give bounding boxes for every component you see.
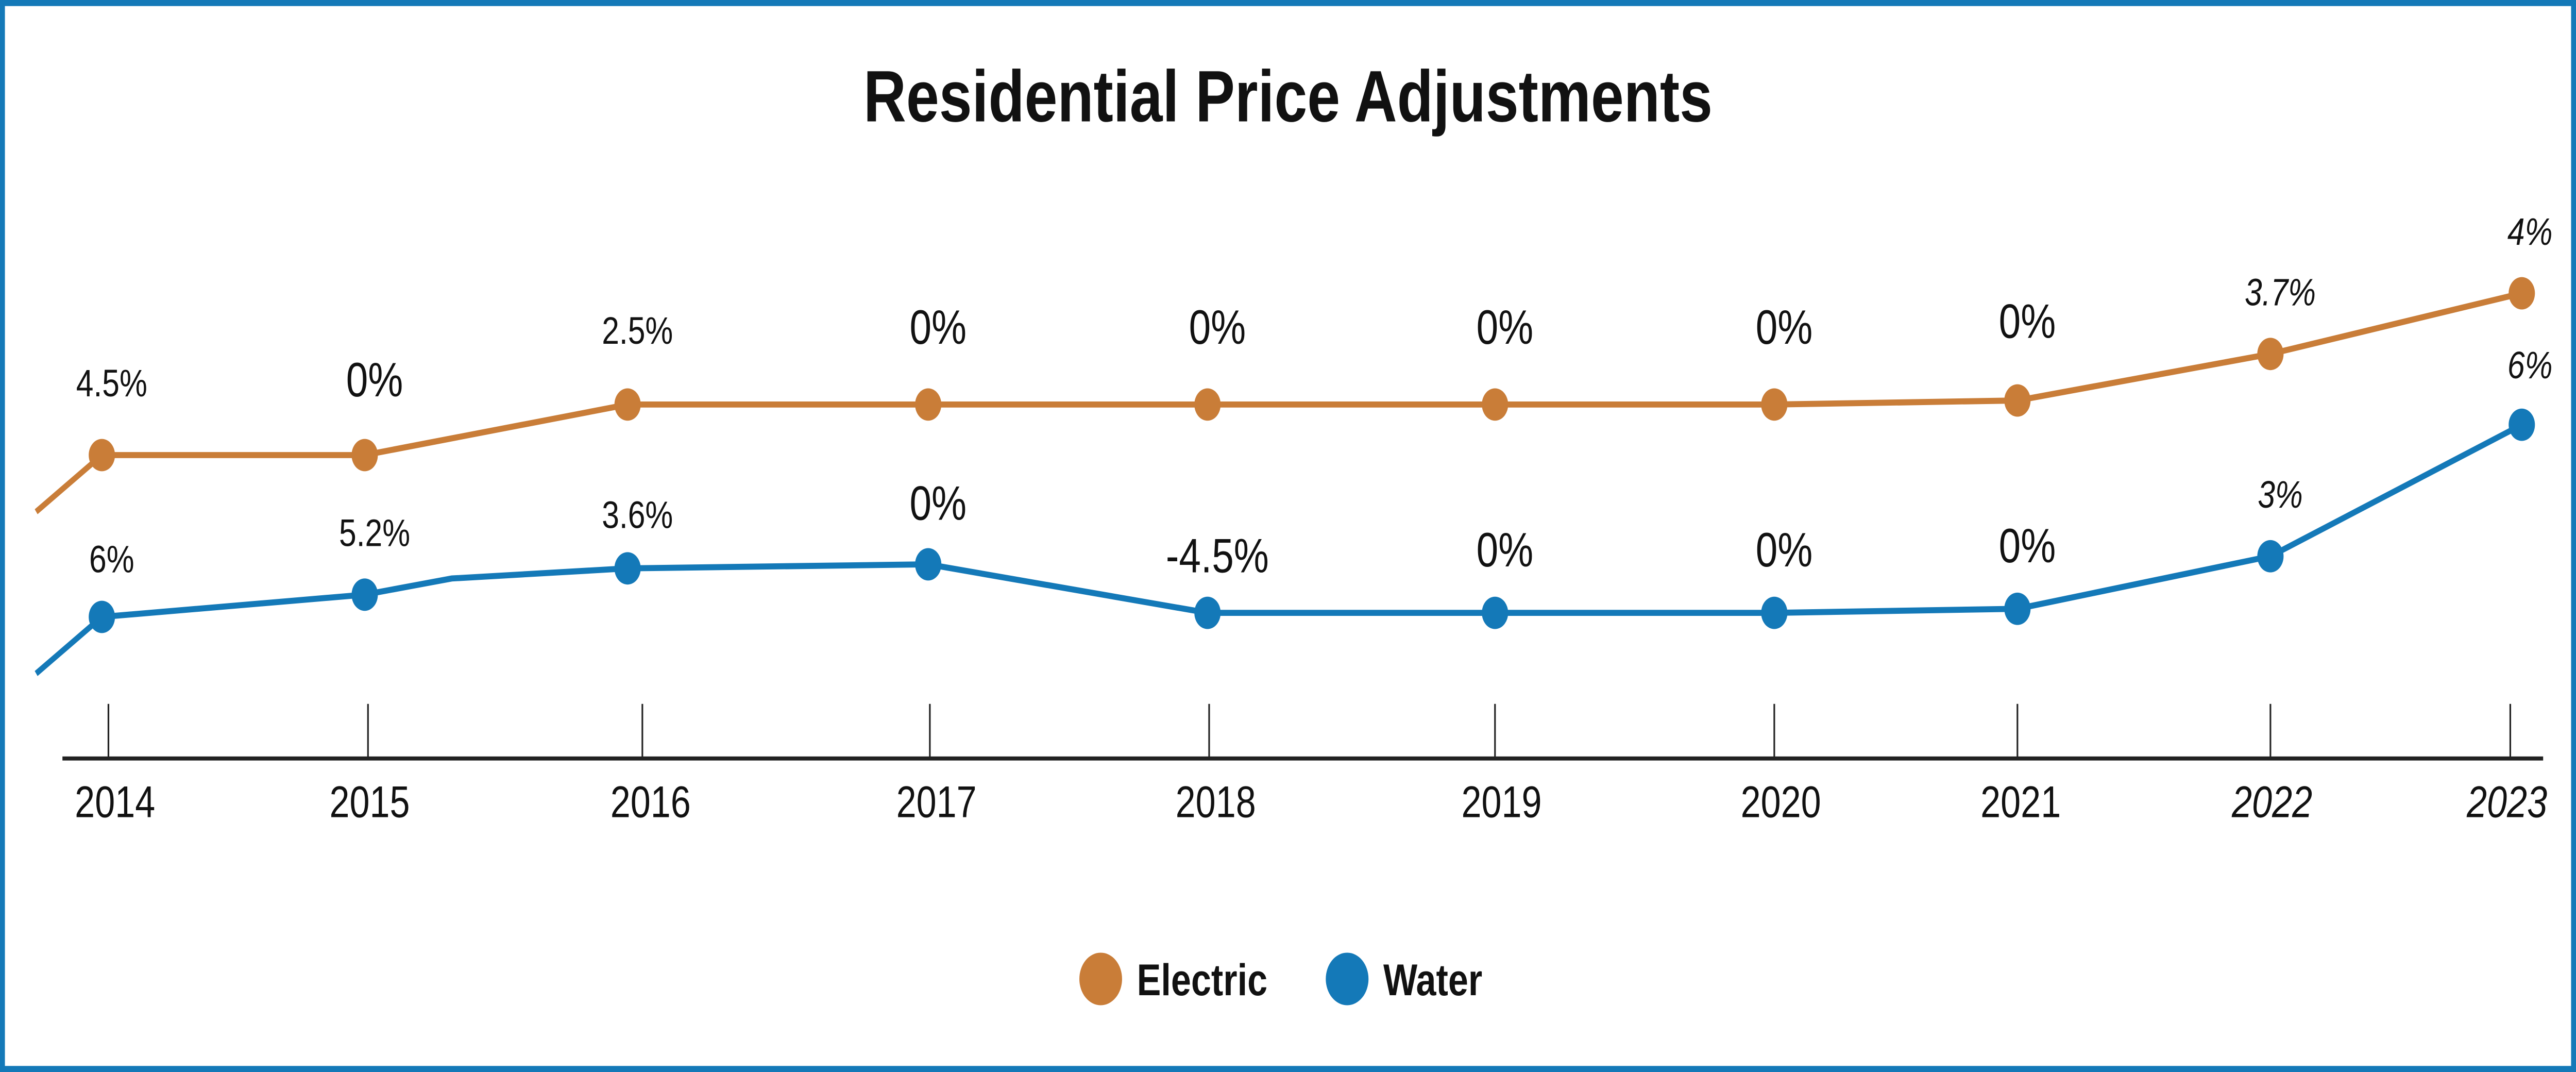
data-label-electric: 3.7% <box>2245 272 2316 314</box>
x-tick-label: 2018 <box>1176 777 1256 827</box>
data-point-electric <box>1761 388 1788 421</box>
data-label-water: 0% <box>1477 523 1534 577</box>
data-label-water: -4.5% <box>1166 529 1269 583</box>
data-label-electric: 4% <box>2507 211 2553 253</box>
legend-marker-electric <box>1079 952 1122 1006</box>
data-label-electric: 4.5% <box>76 362 147 405</box>
data-label-water: 6% <box>89 539 134 581</box>
data-label-water: 0% <box>1999 519 2056 573</box>
data-point-electric <box>89 439 115 472</box>
data-point-water <box>2509 408 2535 441</box>
data-point-electric <box>614 388 641 421</box>
x-tick-label: 2022 <box>2231 777 2312 827</box>
data-point-electric <box>2257 338 2284 371</box>
data-point-water <box>1761 596 1788 629</box>
x-tick-label: 2019 <box>1462 777 1542 827</box>
data-label-electric: 0% <box>1189 300 1246 355</box>
data-label-electric: 0% <box>909 300 967 355</box>
data-point-water <box>614 552 641 585</box>
x-tick-label: 2017 <box>896 777 977 827</box>
data-point-electric <box>1194 388 1221 421</box>
data-point-electric <box>2509 277 2535 310</box>
data-point-electric <box>351 439 378 472</box>
data-point-water <box>1482 596 1509 629</box>
data-point-water <box>1194 596 1221 629</box>
data-point-electric <box>915 388 942 421</box>
data-point-water <box>89 600 115 633</box>
data-point-electric <box>1482 388 1509 421</box>
data-label-water: 6% <box>2507 344 2553 387</box>
x-tick-label: 2016 <box>611 777 691 827</box>
data-point-water <box>351 578 378 611</box>
x-tick-label: 2023 <box>2466 777 2547 827</box>
data-point-water <box>2004 592 2031 625</box>
legend-label-water: Water <box>1383 955 1482 1005</box>
legend: Electric Water <box>1079 952 1482 1006</box>
chart-title: Residential Price Adjustments <box>863 56 1713 137</box>
data-label-water: 0% <box>909 476 967 530</box>
x-tick-label: 2014 <box>75 777 155 827</box>
data-label-water: 3% <box>2258 474 2303 516</box>
data-label-water: 3.6% <box>602 494 673 536</box>
data-label-electric: 0% <box>1477 300 1534 355</box>
data-label-water: 0% <box>1756 523 1813 577</box>
data-label-electric: 0% <box>1756 300 1813 355</box>
x-tick-label: 2021 <box>1980 777 2061 827</box>
data-label-water: 5.2% <box>339 512 410 555</box>
legend-marker-water <box>1326 952 1369 1006</box>
x-tick-label: 2020 <box>1741 777 1821 827</box>
series-line-water <box>35 422 2523 676</box>
data-label-electric: 0% <box>346 353 403 407</box>
data-point-water <box>2257 540 2284 573</box>
data-label-electric: 0% <box>1999 294 2056 348</box>
data-point-water <box>915 548 942 581</box>
data-label-electric: 2.5% <box>602 310 673 352</box>
x-tick-label: 2015 <box>329 777 410 827</box>
data-point-electric <box>2004 384 2031 417</box>
legend-label-electric: Electric <box>1137 955 1267 1005</box>
